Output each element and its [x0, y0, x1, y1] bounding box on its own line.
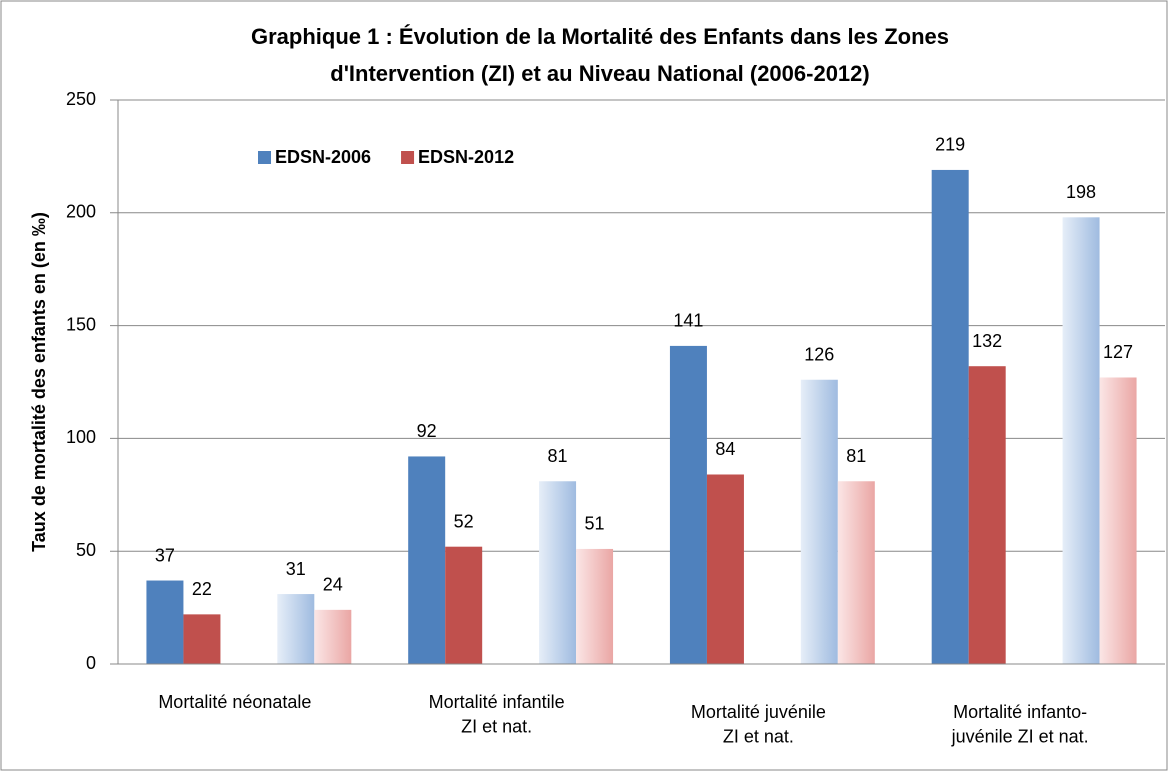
data-label: 81 [846, 446, 866, 466]
data-label: 141 [673, 311, 703, 331]
y-tick-label: 250 [66, 89, 96, 109]
bar [669, 345, 707, 664]
data-label: 52 [454, 511, 474, 531]
data-label: 127 [1103, 342, 1133, 362]
bar [837, 481, 875, 664]
bar [1099, 377, 1137, 664]
bar [445, 546, 483, 664]
data-label: 51 [585, 514, 605, 534]
data-label: 22 [192, 579, 212, 599]
data-label: 81 [548, 446, 568, 466]
data-label: 219 [935, 135, 965, 155]
x-tick-label: Mortalité infanto-juvénile ZI et nat. [951, 702, 1089, 746]
bar [800, 379, 838, 664]
bar [931, 169, 969, 664]
legend-swatch [401, 151, 415, 164]
legend-label: EDSN-2006 [275, 147, 371, 167]
bar [1062, 217, 1100, 664]
bar [277, 594, 315, 664]
bar [146, 580, 184, 664]
chart-title: Graphique 1 : Évolution de la Mortalité … [251, 24, 949, 49]
x-tick-label: Mortalité néonatale [158, 692, 311, 712]
bar [576, 548, 614, 664]
data-label: 31 [286, 559, 306, 579]
data-label: 132 [972, 331, 1002, 351]
data-label: 198 [1066, 182, 1096, 202]
y-axis-title: Taux de mortalité des enfants en (en ‰) [29, 212, 49, 552]
data-label: 84 [715, 439, 735, 459]
y-tick-label: 200 [66, 202, 96, 222]
bar [968, 366, 1006, 664]
data-label: 37 [155, 545, 175, 565]
y-tick-label: 150 [66, 314, 96, 334]
data-label: 126 [804, 344, 834, 364]
bar [706, 474, 744, 664]
y-tick-label: 100 [66, 427, 96, 447]
bar [408, 456, 446, 664]
legend-swatch [258, 151, 271, 164]
bar [314, 609, 352, 664]
bar [539, 481, 577, 664]
data-label: 92 [417, 421, 437, 441]
data-label: 24 [323, 575, 343, 595]
bar [183, 614, 221, 664]
x-tick-label: Mortalité infantile ZI et nat. [429, 692, 565, 736]
x-tick-label: Mortalité juvénile ZI et nat. [691, 702, 826, 746]
y-tick-label: 50 [76, 540, 96, 560]
y-tick-label: 0 [86, 653, 96, 673]
chart-title: d'Intervention (ZI) et au Niveau Nationa… [330, 61, 869, 86]
legend-label: EDSN-2012 [418, 147, 514, 167]
